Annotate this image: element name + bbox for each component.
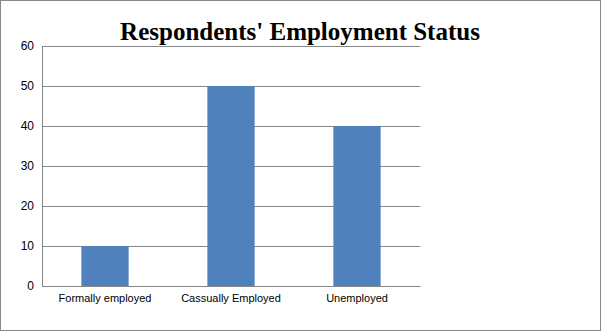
x-tick-label: Unemployed	[326, 292, 388, 304]
x-tick-label: Formally employed	[59, 292, 152, 304]
x-axis: Formally employed Cassually Employed Unemp…	[43, 286, 421, 304]
grid-line	[42, 286, 420, 287]
plot: 0 10 20 30 40 50 60 Formally employed Cassually …	[21, 39, 421, 303]
x-axis-line	[43, 286, 421, 287]
y-tick: 0	[27, 279, 42, 293]
y-tick-label: 10	[21, 239, 35, 253]
grid	[42, 47, 420, 287]
y-tick: 40	[21, 119, 42, 133]
y-tick-label: 60	[21, 39, 35, 53]
x-tick-label: Cassually Employed	[181, 292, 281, 304]
y-axis: 0 10 20 30 40 50 60	[21, 39, 43, 293]
x-tick: Unemployed	[326, 286, 388, 304]
x-tick: Formally employed	[59, 286, 152, 304]
x-tick: Cassually Employed	[181, 286, 281, 304]
y-tick: 30	[21, 159, 42, 173]
y-axis-line	[42, 47, 43, 287]
bar	[81, 246, 128, 286]
bar	[207, 86, 254, 286]
bars	[81, 86, 380, 286]
y-tick: 10	[21, 239, 42, 253]
y-tick-label: 50	[21, 79, 35, 93]
title: Respondents' Employment Status	[120, 18, 480, 45]
y-tick: 20	[21, 199, 42, 213]
y-tick: 50	[21, 79, 42, 93]
y-tick-label: 20	[21, 199, 35, 213]
bar	[333, 126, 380, 286]
y-tick-label: 0	[27, 279, 34, 293]
y-tick-label: 30	[21, 159, 35, 173]
y-tick: 60	[21, 39, 42, 53]
y-tick-label: 40	[21, 119, 35, 133]
grid-line	[42, 46, 420, 47]
chart: 0 10 20 30 40 50 60 Formally employed Cassually …	[0, 0, 601, 331]
chart-frame	[1, 1, 601, 331]
